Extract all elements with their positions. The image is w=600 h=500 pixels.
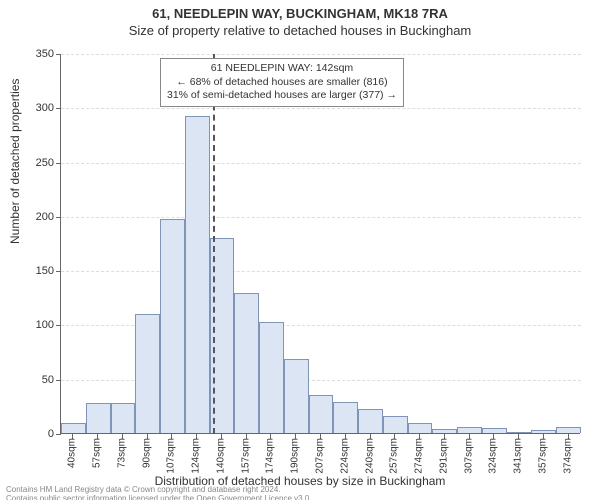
xtick-label: 190sqm [290,438,301,474]
xtick-label: 40sqm [67,438,78,468]
xtick-label: 274sqm [414,438,425,474]
footer-line-2: Contains public sector information licen… [6,494,312,500]
xtick-label: 374sqm [562,438,573,474]
annotation-line-3: 31% of semi-detached houses are larger (… [167,89,397,103]
ytick-label: 200 [14,211,54,223]
chart-area: 61 NEEDLEPIN WAY: 142sqm ← 68% of detach… [60,54,580,434]
xtick-label: 174sqm [265,438,276,474]
xtick-label: 357sqm [537,438,548,474]
annotation-line-1: 61 NEEDLEPIN WAY: 142sqm [167,62,397,76]
histogram-bar [284,359,309,433]
ytick-label: 350 [14,48,54,60]
ytick-mark [56,108,61,109]
xtick-label: 307sqm [463,438,474,474]
xtick-label: 324sqm [488,438,499,474]
histogram-bar [160,219,185,433]
histogram-bar [531,430,556,433]
chart-title: 61, NEEDLEPIN WAY, BUCKINGHAM, MK18 7RA [0,6,600,21]
histogram-bar [135,314,160,433]
ytick-label: 250 [14,157,54,169]
ytick-mark [56,434,61,435]
histogram-bar [259,322,284,433]
xtick-label: 107sqm [166,438,177,474]
histogram-bar [111,403,136,433]
ytick-label: 150 [14,265,54,277]
histogram-bar [185,116,210,433]
ytick-label: 50 [14,374,54,386]
chart-subtitle: Size of property relative to detached ho… [0,23,600,38]
xtick-label: 157sqm [240,438,251,474]
ytick-mark [56,163,61,164]
histogram-bar [383,416,408,433]
grid-line [61,54,581,55]
ytick-mark [56,54,61,55]
plot-area [60,54,580,434]
xtick-label: 291sqm [438,438,449,474]
xtick-label: 90sqm [141,438,152,468]
chart-container: 61, NEEDLEPIN WAY, BUCKINGHAM, MK18 7RA … [0,6,600,500]
grid-line [61,108,581,109]
xtick-label: 224sqm [339,438,350,474]
ytick-label: 100 [14,319,54,331]
histogram-bar [507,432,532,433]
histogram-bar [86,403,111,433]
annotation-box: 61 NEEDLEPIN WAY: 142sqm ← 68% of detach… [160,58,404,107]
histogram-bar [482,428,507,433]
ytick-mark [56,325,61,326]
ytick-mark [56,380,61,381]
ytick-mark [56,271,61,272]
histogram-bar [457,427,482,434]
grid-line [61,217,581,218]
histogram-bar [432,429,457,433]
xtick-label: 140sqm [215,438,226,474]
ytick-label: 300 [14,102,54,114]
footer-text: Contains HM Land Registry data © Crown c… [6,485,312,500]
grid-line [61,271,581,272]
grid-line [61,163,581,164]
xtick-label: 257sqm [389,438,400,474]
property-marker-line [213,54,215,434]
histogram-bar [358,409,383,433]
annotation-line-2: ← 68% of detached houses are smaller (81… [167,76,397,90]
histogram-bar [309,395,334,433]
ytick-mark [56,217,61,218]
histogram-bar [333,402,358,433]
xtick-label: 73sqm [116,438,127,468]
histogram-bar [408,423,433,433]
histogram-bar [556,427,581,434]
xtick-label: 57sqm [92,438,103,468]
xtick-label: 207sqm [315,438,326,474]
ytick-label: 0 [14,428,54,440]
footer-line-1: Contains HM Land Registry data © Crown c… [6,485,312,495]
histogram-bar [234,293,259,433]
xtick-label: 240sqm [364,438,375,474]
xtick-label: 124sqm [191,438,202,474]
histogram-bar [61,423,86,433]
xtick-label: 341sqm [513,438,524,474]
